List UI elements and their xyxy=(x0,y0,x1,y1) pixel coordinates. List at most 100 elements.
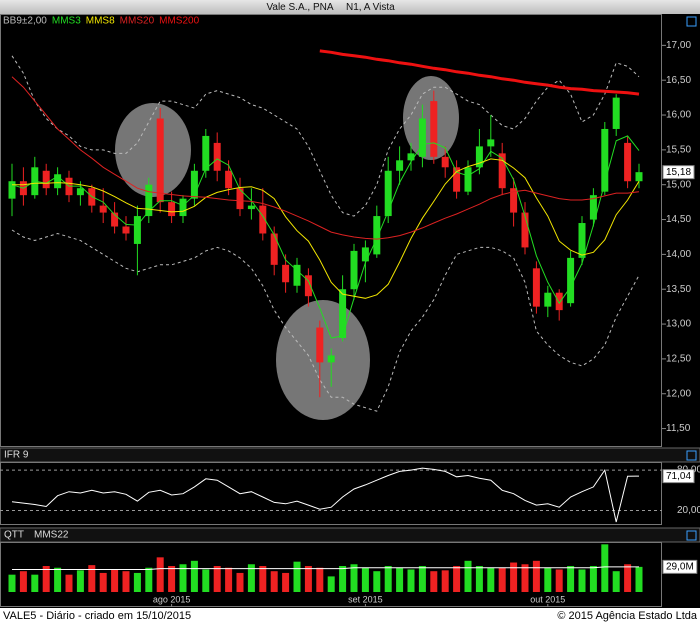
volume-bar xyxy=(555,569,563,592)
candle-body xyxy=(589,195,597,220)
candle-body xyxy=(373,216,381,255)
x-tick-label: out 2015 xyxy=(530,594,565,604)
candle-body xyxy=(555,292,563,311)
volume-bar xyxy=(247,564,255,592)
volume-bar xyxy=(19,571,27,592)
ifr-line xyxy=(11,467,640,523)
candle-body xyxy=(236,188,244,210)
candle-body xyxy=(612,97,620,129)
expand-icon[interactable] xyxy=(686,450,697,461)
expand-icon[interactable] xyxy=(686,16,697,27)
y-tick-label: 13,50 xyxy=(666,284,691,295)
last-value-box xyxy=(662,469,695,484)
candle-body xyxy=(464,167,472,192)
volume-bar xyxy=(430,571,438,592)
volume-bar xyxy=(133,572,141,592)
candle-body xyxy=(304,275,312,297)
candle-body xyxy=(156,118,164,203)
candle-body xyxy=(567,257,575,304)
y-tick-label: 20,00 xyxy=(677,505,700,516)
volume-bar xyxy=(487,567,495,592)
volume-bar xyxy=(282,572,290,592)
x-tick-label: ago 2015 xyxy=(153,594,191,604)
footer-right: © 2015 Agência Estado Ltda xyxy=(557,610,697,622)
ifr-header xyxy=(0,447,700,463)
y-tick-label: 16,50 xyxy=(666,75,691,86)
candle-body xyxy=(99,205,107,213)
last-value-box xyxy=(662,559,698,574)
candle-body xyxy=(361,247,369,262)
legend-entry: MMS8 xyxy=(86,16,115,27)
volume-bar xyxy=(99,572,107,592)
volume-bar xyxy=(339,566,347,592)
main-plot xyxy=(8,49,643,412)
volume-bar xyxy=(567,566,575,592)
volume-bar xyxy=(179,564,187,592)
moving-average-line xyxy=(11,76,640,240)
ifr-panel-frame xyxy=(0,462,662,525)
candle-body xyxy=(396,160,404,171)
volume-bar xyxy=(475,566,483,592)
volume-bar xyxy=(88,565,96,592)
candle-body xyxy=(339,289,347,338)
candle-body xyxy=(293,264,301,286)
volume-bar xyxy=(544,567,552,592)
volume-bar xyxy=(635,566,643,592)
chart-title: Vale S.A., PNA xyxy=(266,2,333,13)
volume-bar xyxy=(213,566,221,592)
candle-body xyxy=(453,167,461,192)
candle-body xyxy=(111,212,119,227)
candle-body xyxy=(510,188,518,213)
volume-bar xyxy=(190,560,198,592)
y-tick-label: 11,50 xyxy=(666,423,691,434)
panel-title: IFR 9 xyxy=(4,450,29,461)
volume-bar xyxy=(259,566,267,592)
candle-body xyxy=(601,128,609,192)
candle-body xyxy=(384,170,392,217)
candle-body xyxy=(350,250,358,290)
expand-icon[interactable] xyxy=(686,530,697,541)
candle-body xyxy=(42,170,50,189)
candle-body xyxy=(122,226,130,234)
volume-bar xyxy=(111,569,119,592)
candle-body xyxy=(578,223,586,258)
y-tick-label: 14,50 xyxy=(666,214,691,225)
volume-average-line xyxy=(12,566,639,570)
candle-body xyxy=(179,198,187,217)
volume-bar xyxy=(373,571,381,592)
candle-body xyxy=(168,202,176,217)
y-tick-label: 15,50 xyxy=(666,145,691,156)
candle-body xyxy=(202,135,210,171)
volume-bar xyxy=(612,571,620,592)
title-bar xyxy=(0,0,700,14)
volume-bar xyxy=(589,566,597,592)
candle-body xyxy=(521,212,529,248)
volume-bar xyxy=(8,574,16,592)
y-tick-label: 12,00 xyxy=(666,388,691,399)
last-value-label: 71,04 xyxy=(666,471,691,482)
panel-title: QTT xyxy=(4,530,24,541)
candle-body xyxy=(635,172,643,182)
main-panel-frame xyxy=(0,14,662,447)
legend-entry: MMS22 xyxy=(34,530,69,541)
y-tick-label: 15,00 xyxy=(666,179,691,190)
volume-bar xyxy=(202,569,210,592)
bollinger-band xyxy=(11,55,640,217)
volume-bar xyxy=(304,566,312,592)
candle-body xyxy=(430,101,438,157)
volume-bar xyxy=(156,557,164,592)
bollinger-band xyxy=(11,229,640,412)
volume-bar xyxy=(327,576,335,592)
volume-bar xyxy=(624,564,632,592)
candle-body xyxy=(270,233,278,265)
candle-body xyxy=(190,170,198,199)
candle-body xyxy=(407,153,415,161)
candle-body xyxy=(316,327,324,363)
candle-body xyxy=(282,264,290,283)
candle-body xyxy=(624,142,632,182)
y-tick-label: 14,00 xyxy=(666,249,691,260)
volume-bar xyxy=(42,566,50,592)
volume-bar xyxy=(236,572,244,592)
volume-bar xyxy=(453,566,461,592)
